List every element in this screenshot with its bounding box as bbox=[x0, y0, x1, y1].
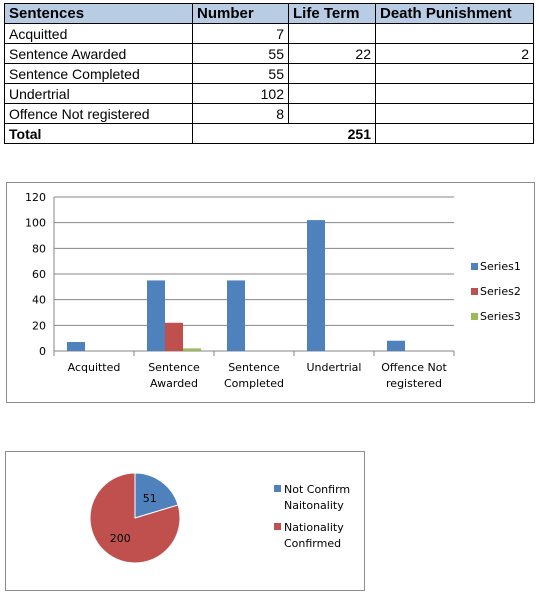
legend-label: Series2 bbox=[480, 285, 521, 298]
header-number: Number bbox=[192, 3, 289, 24]
y-tick-label: 120 bbox=[25, 191, 46, 204]
total-label: Total bbox=[4, 123, 193, 144]
table-total-row: Total 251 bbox=[4, 123, 534, 144]
y-tick-label: 20 bbox=[32, 319, 46, 332]
bar-series1 bbox=[67, 342, 85, 351]
cell-sentence: Undertrial bbox=[4, 83, 193, 104]
cell-life-term bbox=[288, 83, 376, 104]
x-category-label: Undertrial bbox=[307, 361, 362, 374]
table-row: Sentence Completed 55 bbox=[4, 63, 534, 84]
legend-label: Nationality bbox=[284, 521, 344, 534]
cell-life-term bbox=[288, 63, 376, 84]
cell-death-punishment: 2 bbox=[375, 43, 534, 64]
legend-swatch bbox=[274, 485, 281, 492]
cell-death-punishment bbox=[375, 63, 534, 84]
table-header-row: Sentences Number Life Term Death Punishm… bbox=[4, 3, 534, 24]
cell-sentence: Offence Not registered bbox=[4, 103, 193, 124]
table-row: Acquitted 7 bbox=[4, 23, 534, 44]
legend-label: Naitonality bbox=[284, 499, 344, 512]
cell-number: 7 bbox=[192, 23, 289, 44]
pie-data-label: 200 bbox=[110, 532, 131, 545]
header-life-term: Life Term bbox=[288, 3, 376, 24]
sentences-table: Sentences Number Life Term Death Punishm… bbox=[4, 3, 534, 144]
x-category-label: Sentence bbox=[228, 361, 280, 374]
bar-series3 bbox=[183, 348, 201, 351]
cell-life-term bbox=[288, 103, 376, 124]
bar-series2 bbox=[165, 322, 183, 351]
pie-chart: 51 200 Not Confirm Naitonality Nationality Co… bbox=[89, 472, 350, 564]
bar-series1 bbox=[227, 280, 245, 351]
x-category-label: Offence Not bbox=[381, 361, 447, 374]
cell-sentence: Sentence Completed bbox=[4, 63, 193, 84]
y-tick-label: 80 bbox=[32, 242, 46, 255]
legend-swatch bbox=[471, 313, 478, 320]
cell-number: 55 bbox=[192, 43, 289, 64]
legend-swatch bbox=[471, 288, 478, 295]
bar-chart-frame: 0 20 40 60 80 100 120 Acquitted Sentence Awarded S… bbox=[6, 182, 535, 403]
cell-number: 102 bbox=[192, 83, 289, 104]
cell-death-punishment bbox=[375, 83, 534, 104]
bar-series1 bbox=[307, 220, 325, 351]
total-empty-cell bbox=[375, 123, 534, 144]
legend-label: Series3 bbox=[480, 310, 521, 323]
total-value: 251 bbox=[192, 123, 376, 144]
cell-number: 8 bbox=[192, 103, 289, 124]
pie-data-label: 51 bbox=[143, 492, 157, 505]
legend-swatch bbox=[471, 263, 478, 270]
y-tick-label: 0 bbox=[39, 345, 46, 358]
cell-sentence: Sentence Awarded bbox=[4, 43, 193, 64]
y-tick-label: 100 bbox=[25, 217, 46, 230]
cell-death-punishment bbox=[375, 23, 534, 44]
pie-chart-frame: 51 200 Not Confirm Naitonality Nationality Co… bbox=[5, 451, 365, 591]
header-sentences: Sentences bbox=[4, 3, 193, 24]
legend-label: Not Confirm bbox=[284, 483, 350, 496]
cell-life-term: 22 bbox=[288, 43, 376, 64]
y-tick-label: 40 bbox=[32, 294, 46, 307]
header-death-punishment: Death Punishment bbox=[375, 3, 534, 24]
x-category-label: Sentence bbox=[148, 361, 200, 374]
table-row: Offence Not registered 8 bbox=[4, 103, 534, 124]
legend-swatch bbox=[274, 523, 281, 530]
bar-series1 bbox=[387, 340, 405, 351]
cell-number: 55 bbox=[192, 63, 289, 84]
pie-slice bbox=[134, 472, 179, 519]
cell-sentence: Acquitted bbox=[4, 23, 193, 44]
table-row: Undertrial 102 bbox=[4, 83, 534, 104]
x-category-label: Acquitted bbox=[68, 361, 121, 374]
table-row: Sentence Awarded 55 22 2 bbox=[4, 43, 534, 64]
cell-life-term bbox=[288, 23, 376, 44]
y-tick-label: 60 bbox=[32, 268, 46, 281]
cell-death-punishment bbox=[375, 103, 534, 124]
legend-label: Series1 bbox=[480, 260, 521, 273]
x-category-label: registered bbox=[386, 377, 442, 390]
pie-slice bbox=[89, 472, 181, 564]
bar-chart: 0 20 40 60 80 100 120 Acquitted Sentence Awarded S… bbox=[25, 191, 521, 390]
x-category-label: Awarded bbox=[150, 377, 198, 390]
legend-label: Confirmed bbox=[284, 537, 341, 550]
bar-series1 bbox=[147, 280, 165, 351]
x-category-label: Completed bbox=[224, 377, 284, 390]
